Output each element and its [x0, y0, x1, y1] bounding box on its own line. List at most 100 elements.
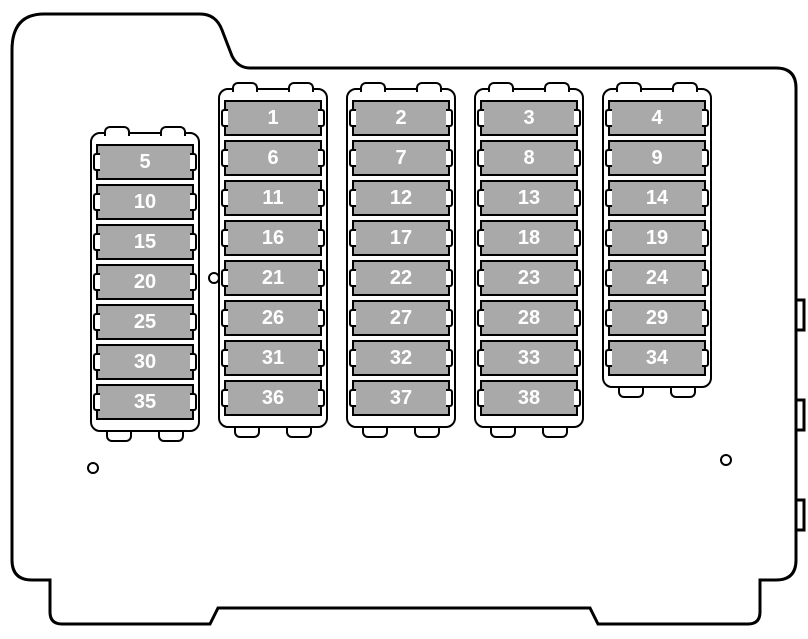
fuse-number: 34 — [646, 347, 668, 370]
fuse-number: 31 — [262, 347, 284, 370]
fuse-column-4: 38131823283338 — [474, 88, 584, 436]
fuse-slot-17: 17 — [352, 220, 450, 256]
column-bottom-tabs — [218, 428, 328, 436]
fuse-plate: 19 — [608, 220, 706, 256]
fuse-plate: 24 — [608, 260, 706, 296]
fuse-plate: 28 — [480, 300, 578, 336]
fuse-slot-38: 38 — [480, 380, 578, 416]
fuse-number: 25 — [134, 311, 156, 334]
fuse-plate: 37 — [352, 380, 450, 416]
fuse-number: 5 — [139, 151, 150, 174]
fuse-slot-2: 2 — [352, 100, 450, 136]
fuse-plate: 38 — [480, 380, 578, 416]
fuse-column-1: 5 10 15 20 25 30 35 — [90, 88, 200, 440]
fuse-slot-13: 13 — [480, 180, 578, 216]
fuse-plate: 12 — [352, 180, 450, 216]
fuse-plate: 2 — [352, 100, 450, 136]
fuse-column-5: 491419242934 — [602, 88, 712, 396]
fuse-slot-20: 20 — [96, 264, 194, 300]
screw-hole — [87, 462, 99, 474]
fuse-plate: 25 — [96, 304, 194, 340]
fuse-slot-22: 22 — [352, 260, 450, 296]
column-frame: 5 10 15 20 25 30 35 — [90, 132, 200, 432]
fuse-number: 29 — [646, 307, 668, 330]
fuse-box-diagram: 5101520253035161116212631362712172227323… — [0, 0, 808, 639]
fuse-number: 30 — [134, 351, 156, 374]
fuse-plate: 14 — [608, 180, 706, 216]
fuse-plate: 26 — [224, 300, 322, 336]
fuse-slot-24: 24 — [608, 260, 706, 296]
fuse-slot-35: 35 — [96, 384, 194, 420]
fuse-number: 21 — [262, 267, 284, 290]
fuse-plate: 22 — [352, 260, 450, 296]
fuse-number: 33 — [518, 347, 540, 370]
column-frame: 38131823283338 — [474, 88, 584, 428]
column-frame: 16111621263136 — [218, 88, 328, 428]
fuse-number: 32 — [390, 347, 412, 370]
fuse-plate: 33 — [480, 340, 578, 376]
fuse-columns: 5101520253035161116212631362712172227323… — [90, 88, 712, 440]
fuse-plate: 11 — [224, 180, 322, 216]
fuse-plate: 31 — [224, 340, 322, 376]
fuse-slot-19: 19 — [608, 220, 706, 256]
fuse-slot-33: 33 — [480, 340, 578, 376]
fuse-slot-5: 5 — [96, 144, 194, 180]
fuse-slot-29: 29 — [608, 300, 706, 336]
fuse-plate: 8 — [480, 140, 578, 176]
column-frame: 27121722273237 — [346, 88, 456, 428]
fuse-slot-26: 26 — [224, 300, 322, 336]
fuse-slot-12: 12 — [352, 180, 450, 216]
fuse-number: 1 — [267, 107, 278, 130]
column-bottom-tabs — [602, 388, 712, 396]
fuse-slot-31: 31 — [224, 340, 322, 376]
fuse-slot-21: 21 — [224, 260, 322, 296]
fuse-plate: 3 — [480, 100, 578, 136]
fuse-plate: 35 — [96, 384, 194, 420]
fuse-plate: 27 — [352, 300, 450, 336]
fuse-slot-37: 37 — [352, 380, 450, 416]
column-bottom-tabs — [90, 432, 200, 440]
fuse-plate: 15 — [96, 224, 194, 260]
fuse-plate: 10 — [96, 184, 194, 220]
fuse-plate: 34 — [608, 340, 706, 376]
fuse-slot-4: 4 — [608, 100, 706, 136]
fuse-plate: 32 — [352, 340, 450, 376]
fuse-number: 16 — [262, 227, 284, 250]
column-frame: 491419242934 — [602, 88, 712, 388]
column-bottom-tabs — [346, 428, 456, 436]
fuse-number: 26 — [262, 307, 284, 330]
fuse-number: 24 — [646, 267, 668, 290]
fuse-plate: 16 — [224, 220, 322, 256]
fuse-slot-25: 25 — [96, 304, 194, 340]
fuse-slot-18: 18 — [480, 220, 578, 256]
fuse-plate: 4 — [608, 100, 706, 136]
column-bottom-tabs — [474, 428, 584, 436]
fuse-slot-27: 27 — [352, 300, 450, 336]
fuse-plate: 5 — [96, 144, 194, 180]
fuse-slot-1: 1 — [224, 100, 322, 136]
fuse-slot-34: 34 — [608, 340, 706, 376]
fuse-number: 2 — [395, 107, 406, 130]
fuse-plate: 6 — [224, 140, 322, 176]
fuse-slot-23: 23 — [480, 260, 578, 296]
fuse-number: 14 — [646, 187, 668, 210]
fuse-number: 8 — [523, 147, 534, 170]
fuse-number: 17 — [390, 227, 412, 250]
fuse-plate: 21 — [224, 260, 322, 296]
fuse-number: 7 — [395, 147, 406, 170]
fuse-number: 22 — [390, 267, 412, 290]
fuse-slot-10: 10 — [96, 184, 194, 220]
fuse-slot-8: 8 — [480, 140, 578, 176]
fuse-number: 13 — [518, 187, 540, 210]
fuse-plate: 7 — [352, 140, 450, 176]
screw-hole — [720, 454, 732, 466]
fuse-slot-32: 32 — [352, 340, 450, 376]
fuse-number: 20 — [134, 271, 156, 294]
fuse-plate: 23 — [480, 260, 578, 296]
fuse-column-3: 27121722273237 — [346, 88, 456, 436]
fuse-slot-11: 11 — [224, 180, 322, 216]
fuse-number: 28 — [518, 307, 540, 330]
fuse-number: 15 — [134, 231, 156, 254]
fuse-number: 3 — [523, 107, 534, 130]
fuse-plate: 30 — [96, 344, 194, 380]
